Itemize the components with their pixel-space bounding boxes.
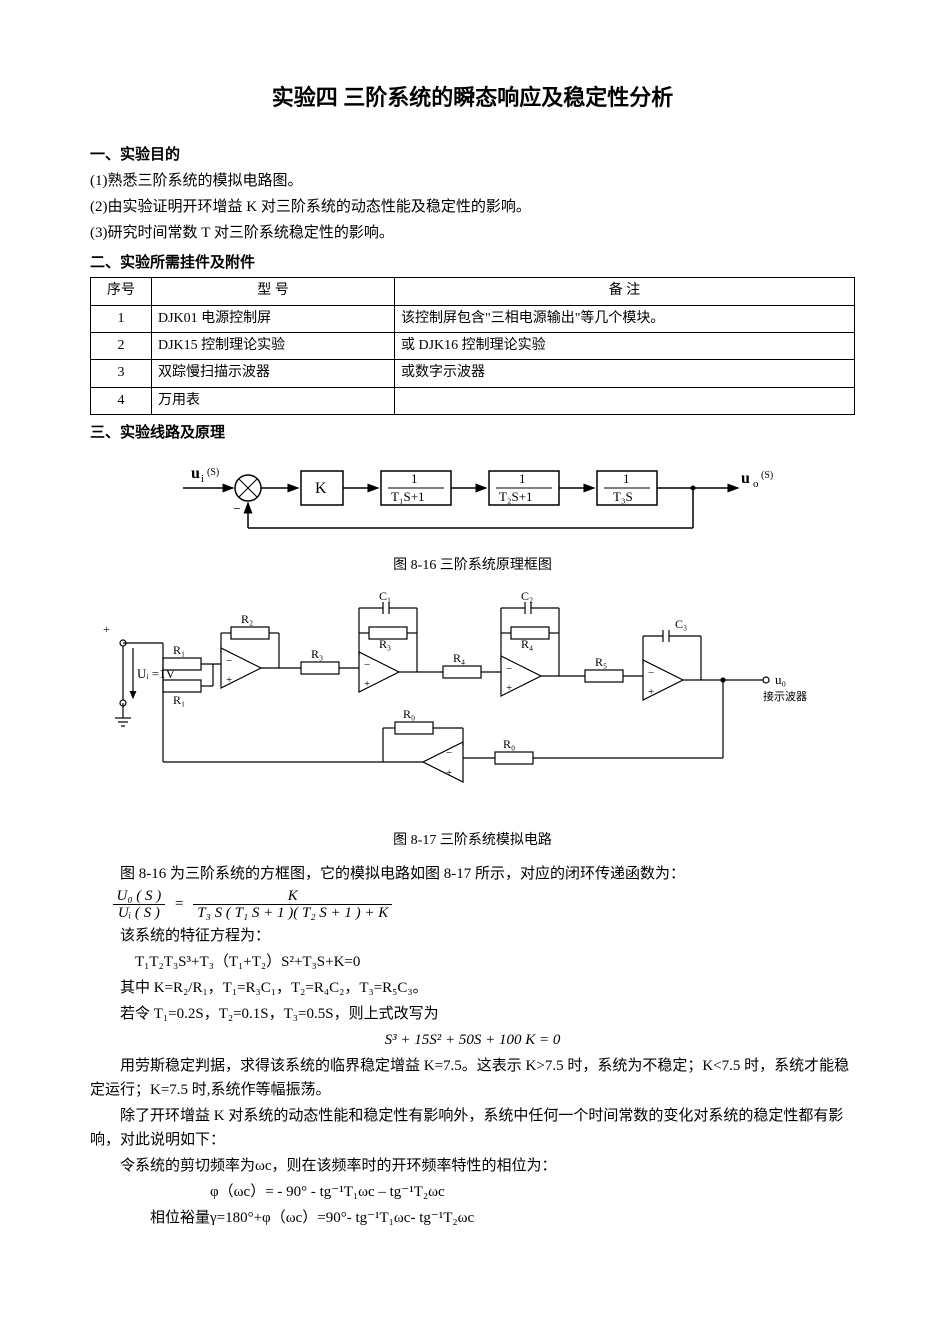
section1-head: 一、实验目的 [90, 143, 855, 167]
svg-text:R₃: R₃ [311, 647, 323, 661]
cell: DJK01 电源控制屏 [152, 305, 395, 332]
svg-text:R₄: R₄ [521, 637, 533, 651]
objective-3: (3)研究时间常数 T 对三阶系统稳定性的影响。 [90, 221, 855, 245]
cell: 3 [91, 360, 152, 387]
routh-para: 用劳斯稳定判据，求得该系统的临界稳定增益 K=7.5。这表示 K>7.5 时，系… [90, 1054, 855, 1102]
svg-text:−: − [364, 659, 370, 671]
svg-text:+: + [103, 622, 110, 636]
tf-lhs-num: U₀ ( S ) [113, 888, 166, 906]
svg-text:−: − [506, 663, 512, 675]
cell: DJK15 控制理论实验 [152, 332, 395, 359]
svg-text:C₃: C₃ [675, 617, 687, 631]
svg-text:−: − [226, 655, 232, 667]
where: 其中 K=R₂/R₁，T₁=R₃C₁，T₂=R₄C₂，T₃=R₅C₃。 [90, 976, 855, 1000]
char-eq: T₁T₂T₃S³+T₃（T₁+T₂）S²+T₃S+K=0 [135, 950, 855, 974]
equipment-table: 序号 型 号 备 注 1 DJK01 电源控制屏 该控制屏包含"三相电源输出"等… [90, 277, 855, 415]
svg-text:−: − [648, 667, 654, 679]
fig817-caption: 图 8-17 三阶系统模拟电路 [90, 830, 855, 852]
svg-text:(S): (S) [207, 467, 219, 478]
cell: 或数字示波器 [395, 360, 855, 387]
svg-text:+: + [506, 682, 512, 694]
svg-text:C₂: C₂ [521, 589, 533, 603]
cell: 该控制屏包含"三相电源输出"等几个模块。 [395, 305, 855, 332]
svg-text:R₀: R₀ [403, 707, 415, 721]
tf-rhs-num: K [193, 888, 392, 906]
svg-text:+: + [226, 674, 232, 686]
svg-text:o: o [753, 478, 759, 490]
svg-text:u₀: u₀ [775, 672, 786, 687]
sub-vals: 若令 T₁=0.2S，T₂=0.1S，T₃=0.5S，则上式改写为 [90, 1002, 855, 1026]
svg-text:R₀: R₀ [503, 737, 515, 751]
svg-text:u: u [741, 470, 750, 487]
svg-text:R₁: R₁ [173, 643, 185, 657]
cell [395, 387, 855, 414]
svg-text:1: 1 [411, 471, 418, 486]
svg-text:(S): (S) [761, 470, 773, 481]
objective-2: (2)由实验证明开环增益 K 对三阶系统的动态性能及稳定性的影响。 [90, 195, 855, 219]
svg-text:C₁: C₁ [379, 589, 391, 603]
section3-head: 三、实验线路及原理 [90, 421, 855, 445]
svg-text:R₂: R₂ [241, 612, 253, 626]
tf-rhs-den: T₃ S ( T₁ S + 1 )( T₂ S + 1 ) + K [193, 905, 392, 922]
fig-8-17: + Uᵢ =1V R₁ R₁ − + R₂ R₃ − + R₃ C₁ [90, 588, 855, 826]
k-para: 除了开环增益 K 对系统的动态性能和稳定性有影响外，系统中任何一个时间常数的变化… [90, 1104, 855, 1152]
eq-phi: φ（ωc）= - 90° - tg⁻¹T₁ωc – tg⁻¹T₂ωc [210, 1180, 855, 1204]
section2-head: 二、实验所需挂件及附件 [90, 251, 855, 275]
th-note: 备 注 [395, 278, 855, 305]
th-model: 型 号 [152, 278, 395, 305]
svg-text:1: 1 [623, 471, 630, 486]
cell: 4 [91, 387, 152, 414]
svg-text:i: i [201, 473, 204, 485]
cell: 双踪慢扫描示波器 [152, 360, 395, 387]
svg-text:+: + [446, 767, 452, 779]
char-eq-intro: 该系统的特征方程为： [90, 924, 855, 948]
svg-text:R₄: R₄ [453, 651, 465, 665]
svg-text:R₅: R₅ [595, 655, 607, 669]
svg-text:Uᵢ =1V: Uᵢ =1V [137, 666, 176, 681]
svg-text:−: − [446, 747, 452, 759]
cell: 1 [91, 305, 152, 332]
svg-text:R₃: R₃ [379, 637, 391, 651]
tf-lhs-den: Uᵢ ( S ) [113, 905, 166, 922]
fig-8-16: u i (S) K 1 T₁S+1 1 T₂S+1 1 T₃S u o (S) … [90, 453, 855, 551]
svg-text:K: K [315, 480, 327, 497]
cell: 2 [91, 332, 152, 359]
fig816-caption: 图 8-16 三阶系统原理框图 [90, 555, 855, 577]
para-tf-intro: 图 8-16 为三阶系统的方框图，它的模拟电路如图 8-17 所示，对应的闭环传… [90, 862, 855, 886]
svg-text:接示波器: 接示波器 [763, 690, 807, 703]
svg-text:T₁S+1: T₁S+1 [391, 489, 425, 504]
svg-text:+: + [648, 686, 654, 698]
cell: 或 DJK16 控制理论实验 [395, 332, 855, 359]
svg-text:−: − [233, 502, 241, 517]
svg-text:1: 1 [519, 471, 526, 486]
svg-text:T₂S+1: T₂S+1 [499, 489, 533, 504]
wc-para: 令系统的剪切频率为ωc，则在该频率时的开环频率特性的相位为： [90, 1154, 855, 1178]
eq-gamma: 相位裕量γ=180°+φ（ωc）=90°- tg⁻¹T₁ωc- tg⁻¹T₂ωc [150, 1206, 855, 1230]
page-title: 实验四 三阶系统的瞬态响应及稳定性分析 [90, 80, 855, 115]
svg-text:R₁: R₁ [173, 693, 185, 707]
svg-text:+: + [364, 678, 370, 690]
transfer-function: U₀ ( S ) Uᵢ ( S ) = K T₃ S ( T₁ S + 1 )(… [113, 888, 856, 922]
objective-1: (1)熟悉三阶系统的模拟电路图。 [90, 169, 855, 193]
cell: 万用表 [152, 387, 395, 414]
th-num: 序号 [91, 278, 152, 305]
char-eq-numeric: S³ + 15S² + 50S + 100 K = 0 [90, 1028, 855, 1052]
svg-text:u: u [191, 465, 200, 482]
svg-text:T₃S: T₃S [613, 489, 633, 504]
